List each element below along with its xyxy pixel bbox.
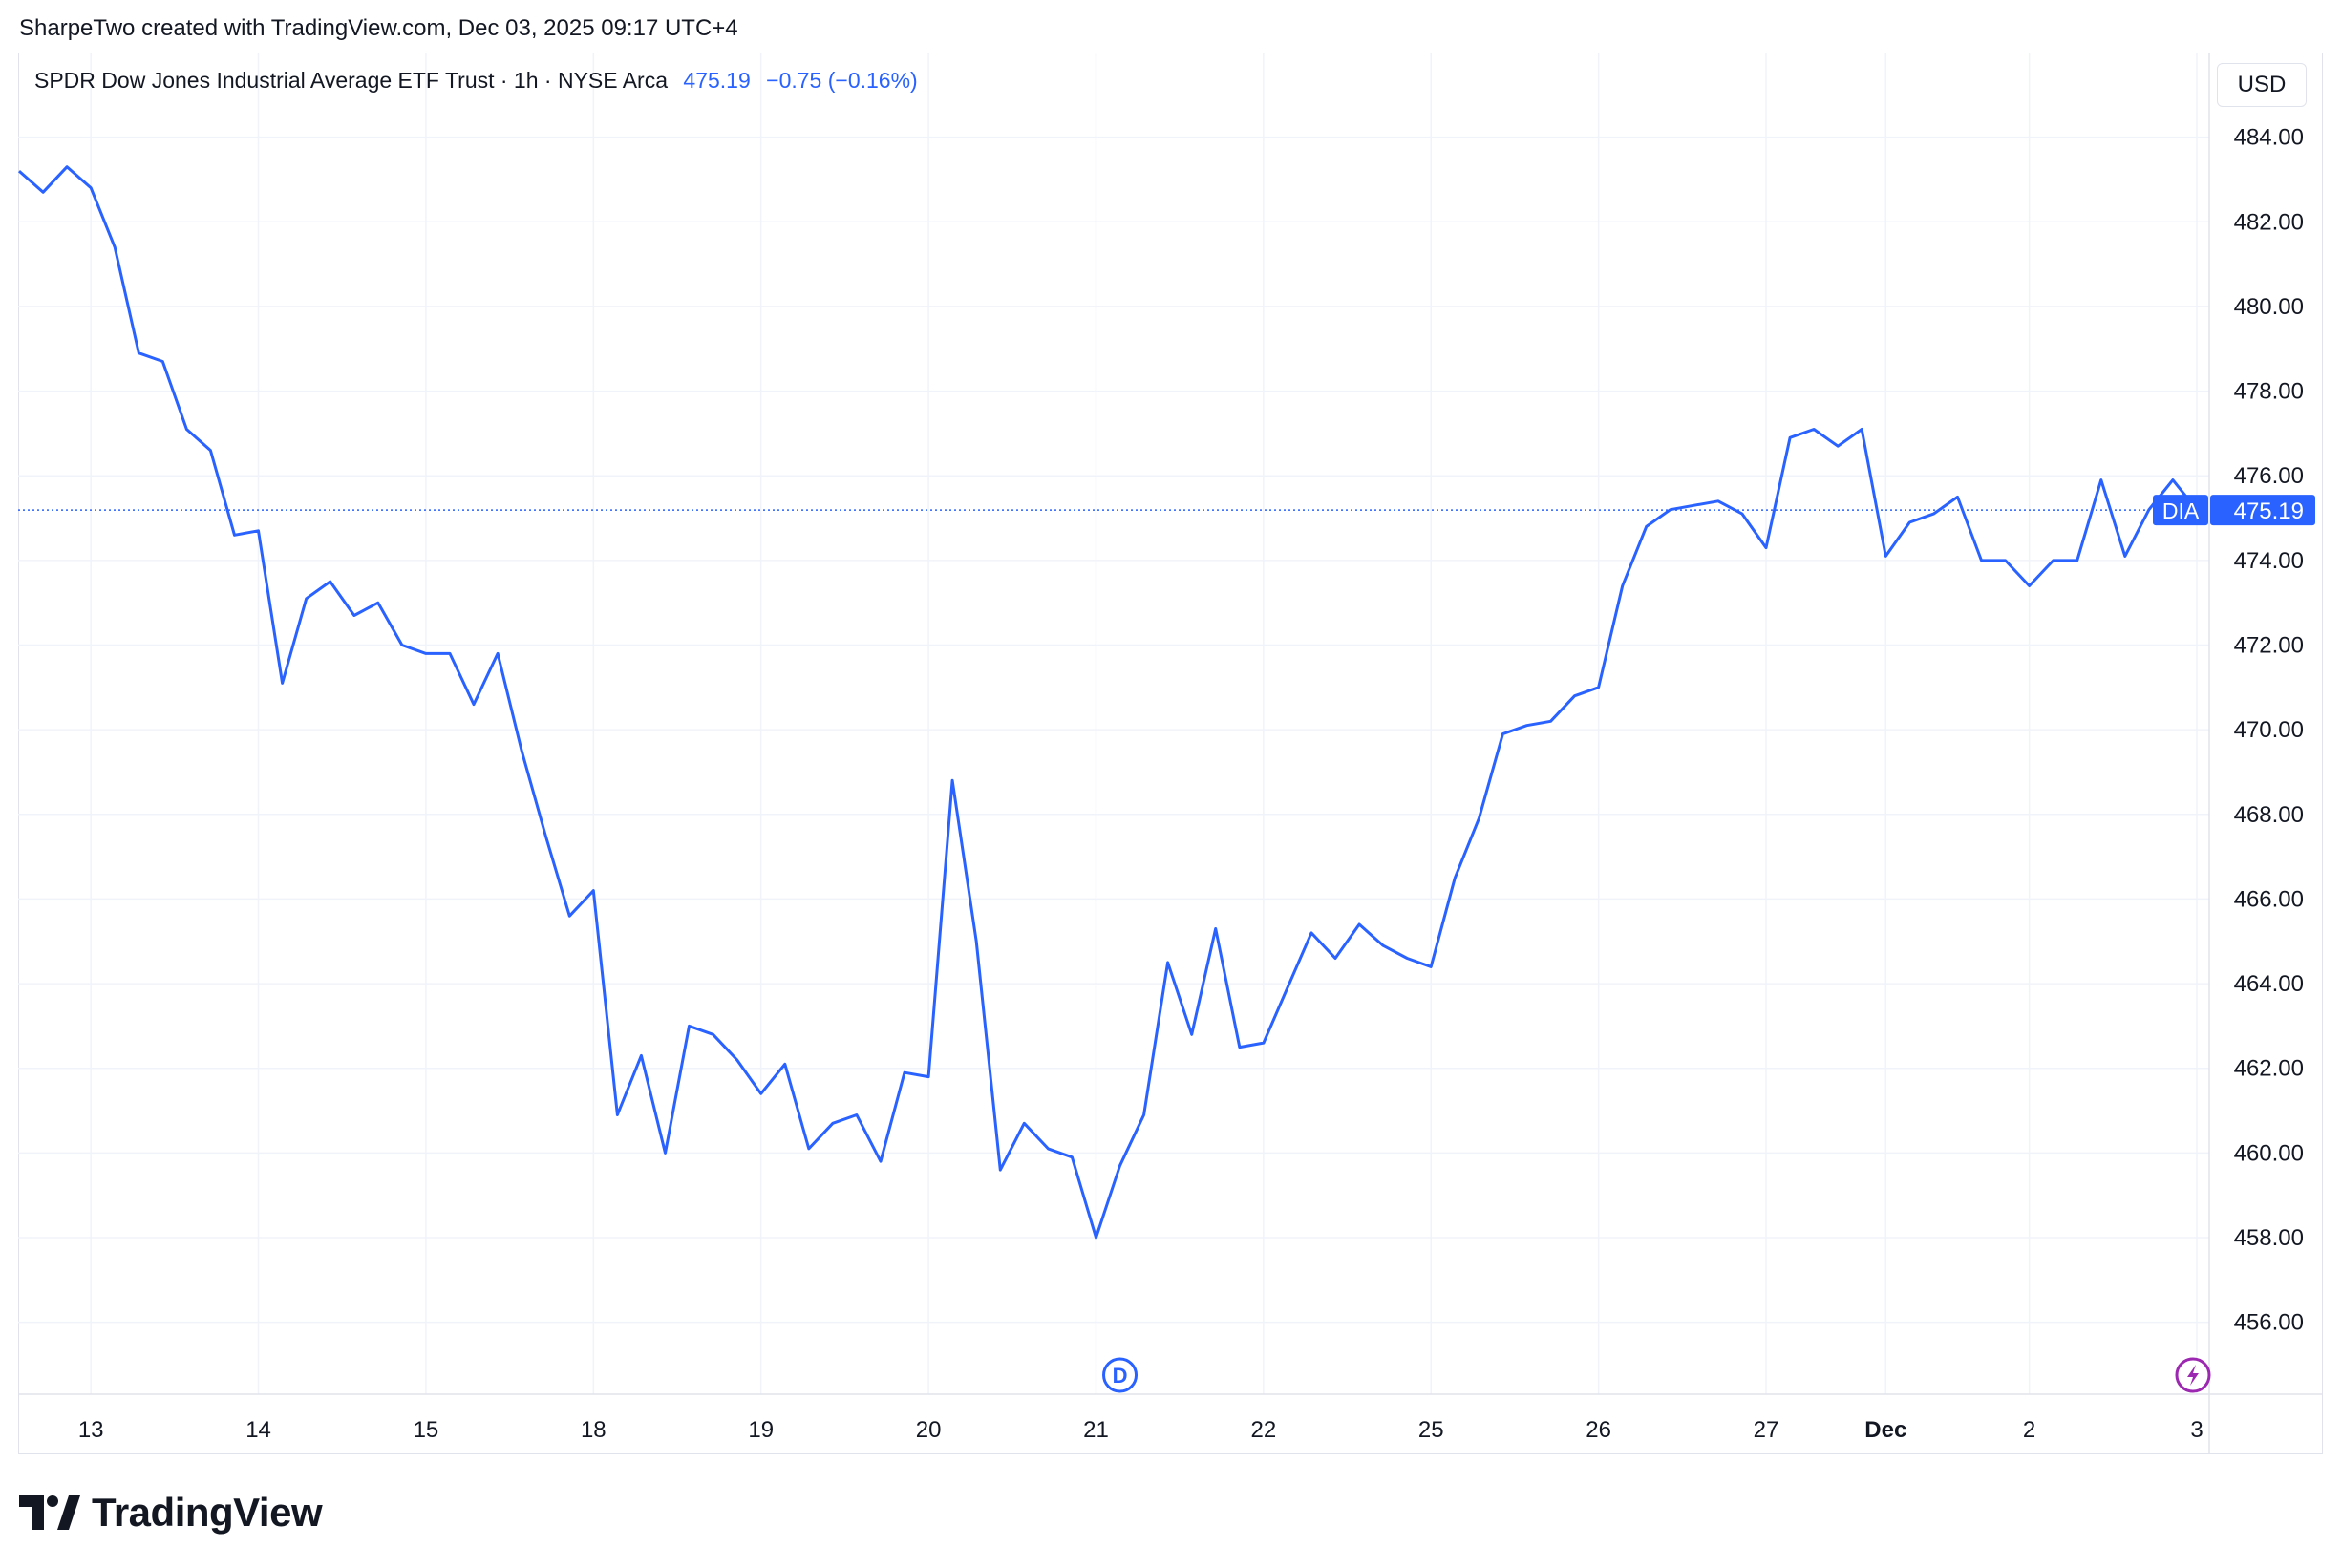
x-tick-label: 3 (2190, 1417, 2203, 1443)
chart-frame (18, 53, 2323, 1454)
y-tick-label: 462.00 (2234, 1056, 2304, 1082)
x-tick-label: 20 (916, 1417, 942, 1443)
price-axis: 484.00 482.00 480.00 478.00 476.00 474.00 472.… (2234, 125, 2304, 1336)
attribution-text: SharpeTwo created with TradingView.com, … (19, 15, 738, 41)
dividend-marker-label: D (1113, 1364, 1128, 1388)
y-tick-label: 468.00 (2234, 802, 2304, 828)
legend: SPDR Dow Jones Industrial Average ETF Tr… (34, 68, 918, 94)
legend-symbol[interactable]: SPDR Dow Jones Industrial Average ETF Tr… (34, 68, 669, 93)
legend-change: −0.75 (−0.16%) (766, 68, 918, 93)
y-tick-label: 474.00 (2234, 548, 2304, 574)
currency-button[interactable]: USD (2217, 63, 2307, 107)
x-tick-label: 2 (2023, 1417, 2035, 1443)
y-tick-label: 478.00 (2234, 379, 2304, 405)
last-price-symbol: DIA (2162, 498, 2200, 523)
series-line-dia (18, 165, 2199, 1240)
y-tick-label: 484.00 (2234, 125, 2304, 151)
x-tick-label: 25 (1418, 1417, 1444, 1443)
x-tick-label: 26 (1586, 1417, 1611, 1443)
x-tick-label: 13 (78, 1417, 104, 1443)
last-price-symbol-box (2153, 495, 2208, 526)
y-tick-label: 480.00 (2234, 294, 2304, 320)
y-tick-label: 464.00 (2234, 971, 2304, 997)
marker-layer: D (1102, 1357, 2211, 1393)
x-tick-label: 15 (414, 1417, 439, 1443)
y-tick-label: 482.00 (2234, 209, 2304, 235)
lightning-bolt-glyph (2187, 1365, 2199, 1386)
last-price-value: 475.19 (2234, 498, 2304, 524)
x-tick-label: Dec (1864, 1417, 1906, 1443)
y-tick-label: 456.00 (2234, 1310, 2304, 1336)
y-tick-label: 466.00 (2234, 886, 2304, 912)
x-tick-label: 14 (245, 1417, 271, 1443)
dividend-marker-icon (1102, 1357, 1139, 1393)
brand-name: TradingView (92, 1490, 323, 1535)
tradingview-logo-icon (19, 1495, 80, 1530)
y-tick-label: 458.00 (2234, 1225, 2304, 1251)
x-tick-label: 19 (748, 1417, 774, 1443)
x-tick-label: 18 (581, 1417, 607, 1443)
time-axis: 13 14 15 18 19 20 21 22 25 26 27 Dec 2 3 (78, 1417, 2204, 1443)
y-tick-label: 476.00 (2234, 463, 2304, 489)
y-tick-label: 472.00 (2234, 633, 2304, 659)
brand: TradingView (19, 1490, 323, 1536)
grid-layer (18, 53, 2209, 1394)
y-tick-label: 470.00 (2234, 717, 2304, 743)
x-tick-label: 27 (1754, 1417, 1779, 1443)
last-price-label: DIA 475.19 (2153, 495, 2315, 526)
legend-last-price: 475.19 (683, 68, 751, 93)
last-price-value-box (2210, 495, 2315, 526)
y-tick-label: 460.00 (2234, 1140, 2304, 1166)
x-tick-label: 21 (1083, 1417, 1109, 1443)
x-tick-label: 22 (1251, 1417, 1277, 1443)
